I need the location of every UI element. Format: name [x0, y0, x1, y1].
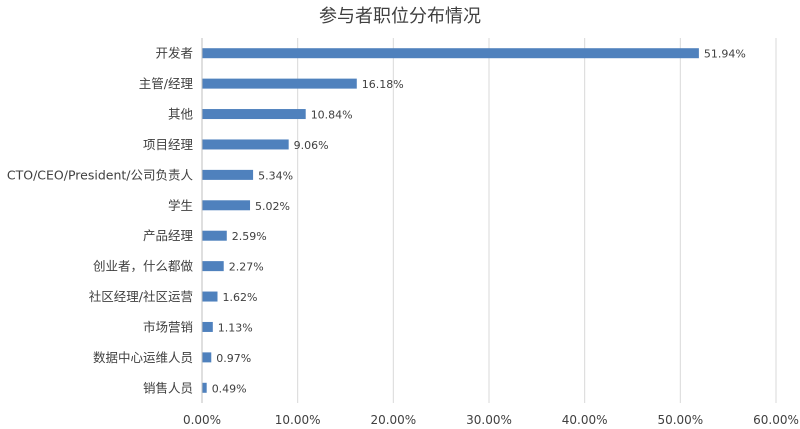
bar — [202, 109, 306, 120]
x-tick-label: 20.00% — [370, 413, 416, 427]
x-tick-label: 10.00% — [275, 413, 321, 427]
chart-title: 参与者职位分布情况 — [319, 6, 481, 27]
data-label: 0.49% — [212, 382, 247, 395]
bar — [202, 291, 218, 302]
x-tick-label: 30.00% — [466, 413, 512, 427]
category-label: 创业者，什么都做 — [93, 259, 194, 274]
category-label: 产品经理 — [143, 228, 194, 243]
bar — [202, 200, 251, 211]
category-label: CTO/CEO/President/公司负责人 — [7, 167, 194, 182]
data-label: 1.13% — [218, 321, 253, 334]
category-label: 主管/经理 — [139, 76, 194, 91]
x-tick-label: 40.00% — [562, 413, 608, 427]
bar — [202, 261, 224, 272]
bar — [202, 321, 213, 332]
category-label: 项目经理 — [143, 137, 194, 152]
bar — [202, 139, 289, 150]
data-label: 5.02% — [255, 200, 290, 213]
category-label: 开发者 — [155, 46, 193, 61]
data-label: 1.62% — [222, 291, 257, 304]
category-label: 销售人员 — [143, 380, 193, 395]
x-tick-label: 0.00% — [183, 413, 221, 427]
data-label: 51.94% — [704, 48, 746, 61]
category-label: 其他 — [168, 107, 194, 122]
data-label: 0.97% — [216, 352, 251, 365]
bar — [202, 169, 254, 180]
data-label: 2.27% — [229, 261, 264, 274]
data-label: 9.06% — [294, 139, 329, 152]
bar — [202, 48, 699, 59]
bar — [202, 78, 357, 89]
bar — [202, 352, 212, 363]
data-label: 5.34% — [258, 169, 293, 182]
bar — [202, 230, 227, 241]
x-tick-label: 50.00% — [657, 413, 703, 427]
category-label: 学生 — [168, 198, 193, 213]
category-label: 市场营销 — [143, 319, 193, 334]
data-label: 10.84% — [311, 109, 353, 122]
data-label: 16.18% — [362, 78, 404, 91]
x-tick-label: 60.00% — [753, 413, 799, 427]
category-label: 社区经理/社区运营 — [89, 289, 193, 304]
bar — [202, 382, 207, 393]
category-label: 数据中心运维人员 — [93, 350, 193, 365]
data-label: 2.59% — [232, 230, 267, 243]
